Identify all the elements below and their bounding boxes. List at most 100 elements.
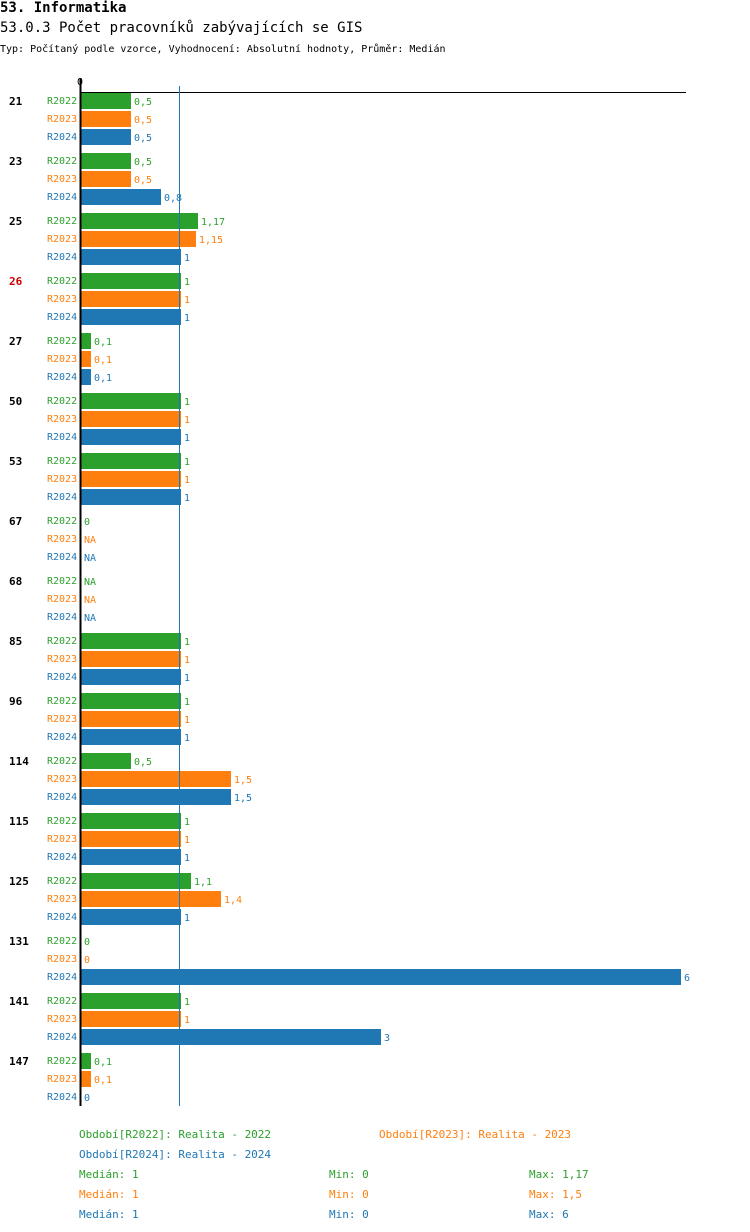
bar <box>81 393 181 409</box>
series-row-label: R2022 <box>47 576 77 587</box>
data-label: 0 <box>84 1093 90 1104</box>
bar <box>81 333 91 349</box>
data-label: 0,8 <box>164 193 182 204</box>
chart-subtitle: 53.0.3 Počet pracovníků zabývajících se … <box>0 20 363 36</box>
data-label: 1 <box>184 733 190 744</box>
bar <box>81 129 131 145</box>
bar <box>81 873 191 889</box>
series-row-label: R2024 <box>47 972 77 983</box>
bar <box>81 831 181 847</box>
data-label: 1,15 <box>199 235 223 246</box>
data-label: 0 <box>84 955 90 966</box>
legend-entry: Období[R2024]: Realita - 2024 <box>79 1148 272 1161</box>
bar <box>81 909 181 925</box>
data-label: 0 <box>84 517 90 528</box>
data-label: 1 <box>184 913 190 924</box>
series-row-label: R2023 <box>47 1014 77 1025</box>
series-row-label: R2024 <box>47 732 77 743</box>
series-row-label: R2022 <box>47 996 77 1007</box>
data-label: NA <box>84 595 96 606</box>
data-label: 0,1 <box>94 1075 112 1086</box>
series-row-label: R2024 <box>47 852 77 863</box>
series-row-label: R2023 <box>47 594 77 605</box>
series-row-label: R2024 <box>47 192 77 203</box>
bar <box>81 969 681 985</box>
data-label: 0,1 <box>94 1057 112 1068</box>
bar <box>81 273 181 289</box>
category-label: 141 <box>9 995 29 1008</box>
bar <box>81 453 181 469</box>
data-label: 0,1 <box>94 337 112 348</box>
series-row-label: R2024 <box>47 252 77 263</box>
data-label: 1 <box>184 313 190 324</box>
data-label: 1 <box>184 715 190 726</box>
bar <box>81 993 181 1009</box>
bar <box>81 651 181 667</box>
series-row-label: R2023 <box>47 1074 77 1085</box>
series-row-label: R2024 <box>47 492 77 503</box>
bar <box>81 813 181 829</box>
series-row-label: R2022 <box>47 216 77 227</box>
bar <box>81 213 198 229</box>
category-label: 68 <box>9 575 22 588</box>
category-label: 25 <box>9 215 22 228</box>
bar <box>81 351 91 367</box>
series-row-label: R2024 <box>47 552 77 563</box>
bar <box>81 291 181 307</box>
series-row-label: R2022 <box>47 816 77 827</box>
bar <box>81 429 181 445</box>
data-label: 1 <box>184 493 190 504</box>
data-label: 1,17 <box>201 217 225 228</box>
series-row-label: R2022 <box>47 516 77 527</box>
bar <box>81 1029 381 1045</box>
data-label: 1 <box>184 415 190 426</box>
category-label: 114 <box>9 755 29 768</box>
series-row-label: R2024 <box>47 612 77 623</box>
stat-max: Max: 1,5 <box>529 1188 582 1201</box>
data-label: 6 <box>684 973 690 984</box>
series-row-label: R2023 <box>47 534 77 545</box>
bar <box>81 231 196 247</box>
series-row-label: R2023 <box>47 654 77 665</box>
data-label: 1 <box>184 433 190 444</box>
series-row-label: R2024 <box>47 432 77 443</box>
series-row-label: R2023 <box>47 714 77 725</box>
category-label: 26 <box>9 275 23 288</box>
series-row-label: R2022 <box>47 756 77 767</box>
series-row-label: R2022 <box>47 276 77 287</box>
data-label: 0,1 <box>94 355 112 366</box>
stat-min: Min: 0 <box>329 1188 369 1201</box>
data-label: 1 <box>184 397 190 408</box>
data-label: 0,5 <box>134 97 152 108</box>
data-label: 1 <box>184 1015 190 1026</box>
data-label: 0,5 <box>134 175 152 186</box>
series-row-label: R2023 <box>47 774 77 785</box>
series-row-label: R2022 <box>47 96 77 107</box>
series-row-label: R2022 <box>47 936 77 947</box>
bar <box>81 753 131 769</box>
bar <box>81 309 181 325</box>
series-row-label: R2022 <box>47 1056 77 1067</box>
series-row-label: R2022 <box>47 336 77 347</box>
category-label: 50 <box>9 395 22 408</box>
bar <box>81 849 181 865</box>
series-row-label: R2023 <box>47 114 77 125</box>
data-label: 1,1 <box>194 877 212 888</box>
bar <box>81 1011 181 1027</box>
data-label: 1 <box>184 997 190 1008</box>
stat-max: Max: 1,17 <box>529 1168 589 1181</box>
series-row-label: R2023 <box>47 294 77 305</box>
bar <box>81 189 161 205</box>
stat-median: Medián: 1 <box>79 1168 139 1181</box>
stat-min: Min: 0 <box>329 1168 369 1181</box>
bar <box>81 729 181 745</box>
bar <box>81 891 221 907</box>
series-row-label: R2022 <box>47 396 77 407</box>
category-label: 27 <box>9 335 22 348</box>
series-row-label: R2024 <box>47 672 77 683</box>
series-row-label: R2022 <box>47 696 77 707</box>
data-label: 1 <box>184 835 190 846</box>
data-label: NA <box>84 535 96 546</box>
series-row-label: R2024 <box>47 1032 77 1043</box>
